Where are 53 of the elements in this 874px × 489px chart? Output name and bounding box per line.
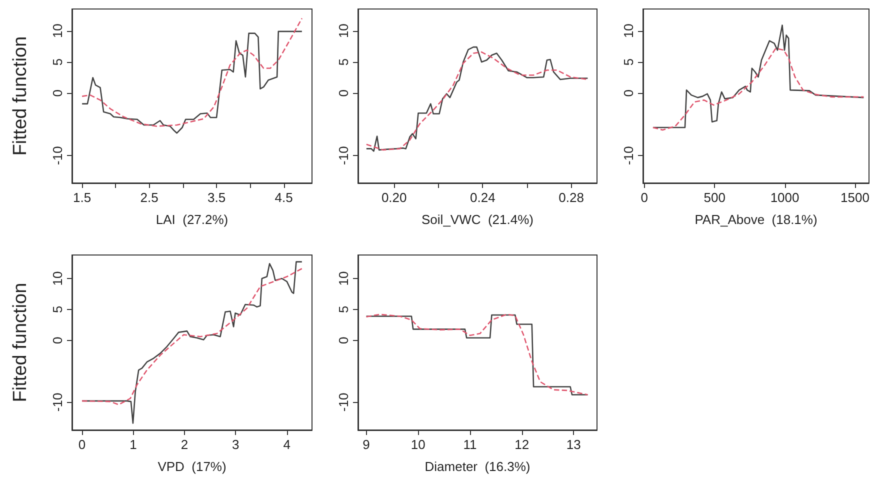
y-tick-label: 0	[621, 90, 636, 97]
x-tick-label: 9	[362, 437, 370, 452]
x-tick-label: 13	[566, 437, 581, 452]
x-tick-label: 3	[232, 437, 240, 452]
y-tick-label: 10	[621, 24, 636, 38]
y-tick-label: 0	[336, 336, 351, 344]
y-tick-label: 5	[621, 58, 636, 66]
y-tick-label: -10	[621, 146, 636, 165]
x-tick-label: 0.28	[558, 190, 584, 205]
x-axis-title: Diameter (16.3%)	[424, 459, 530, 474]
x-tick-label: 0.24	[470, 190, 496, 205]
x-tick-label: 1500	[840, 190, 870, 205]
x-tick-label: 12	[514, 437, 530, 452]
x-axis-title: Soil_VWC (21.4%)	[422, 212, 534, 227]
x-tick-label: 0	[640, 190, 648, 205]
x-tick-label: 1.5	[73, 190, 92, 205]
y-tick-label: 10	[336, 24, 351, 38]
x-tick-label: 0	[78, 437, 86, 452]
line-series	[81, 30, 303, 134]
x-tick-label: 0.20	[381, 190, 407, 205]
y-tick-label: 5	[336, 306, 351, 314]
y-tick-label: 0	[50, 336, 65, 344]
x-tick-label: 10	[410, 437, 426, 452]
y-tick-label: 5	[50, 306, 65, 314]
line-series	[652, 24, 864, 128]
y-tick-label: 5	[50, 58, 65, 66]
y-tick-label: -10	[336, 392, 351, 412]
y-tick-label: -10	[336, 146, 351, 165]
x-tick-label: 1000	[770, 190, 800, 205]
y-tick-label: -10	[50, 392, 65, 412]
y-tick-label: 10	[50, 24, 65, 38]
x-tick-label: 3.5	[208, 190, 226, 205]
y-axis-title: Fitted function	[10, 282, 31, 402]
y-tick-label: 0	[336, 90, 351, 97]
x-tick-label: 11	[463, 437, 477, 452]
x-tick-label: 2	[180, 437, 188, 452]
x-tick-label: 4.5	[274, 190, 293, 205]
x-axis-title: LAI (27.2%)	[156, 212, 228, 227]
y-axis-title: Fitted function	[10, 36, 31, 156]
line-series	[81, 268, 303, 406]
y-tick-label: 0	[50, 90, 65, 97]
line-series	[652, 48, 864, 131]
x-tick-label: 500	[704, 190, 726, 205]
x-tick-label: 2.5	[140, 190, 158, 205]
y-tick-label: -10	[50, 146, 65, 165]
y-tick-label: 10	[50, 271, 65, 286]
x-axis-title: PAR_Above (18.1%)	[694, 212, 818, 227]
y-tick-label: 5	[336, 58, 351, 66]
x-axis-title: VPD (17%)	[158, 459, 226, 474]
x-tick-label: 1	[130, 437, 137, 452]
x-tick-label: 4	[283, 437, 291, 452]
y-tick-label: 10	[336, 271, 351, 286]
line-series	[81, 18, 303, 127]
